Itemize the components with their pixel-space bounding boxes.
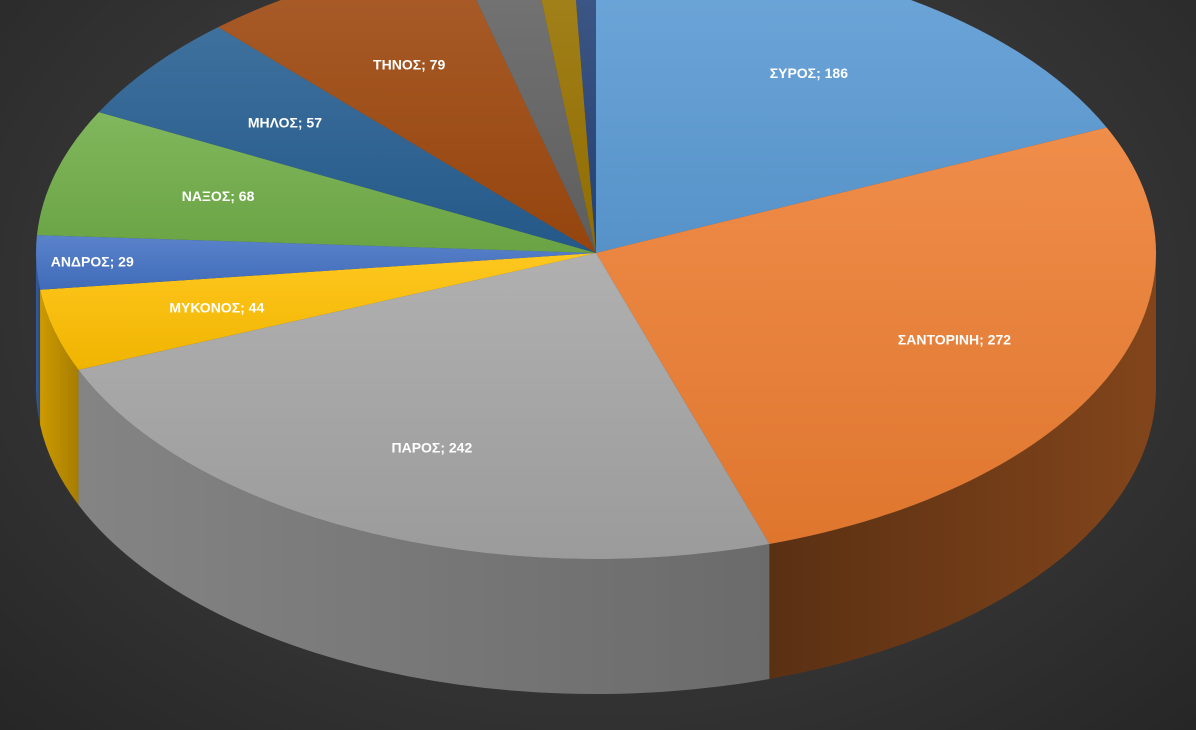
slice-συρος-label: ΣΥΡΟΣ; 186 — [770, 65, 848, 81]
pie-top — [35, 0, 1157, 559]
slice-σεριφος — [476, 0, 596, 253]
slice-μυκονος-label: ΜΥΚΟΝΟΣ; 44 — [169, 299, 264, 315]
slice-τηνος — [218, 0, 596, 253]
slice-σαντορινη — [596, 127, 1157, 544]
slice-παρος-label: ΠΑΡΟΣ; 242 — [391, 440, 472, 456]
slice-μηλος-label: ΜΗΛΟΣ; 57 — [248, 115, 322, 131]
slice-ανδρος — [35, 235, 596, 290]
slice-φολεγανδρος — [541, 0, 596, 253]
slice-παρος — [78, 253, 770, 559]
slice-μηλος — [98, 27, 597, 254]
slice-τηνος-label: ΤΗΝΟΣ; 79 — [373, 57, 445, 73]
slice-σαντορινη-label: ΣΑΝΤΟΡΙΝΗ; 272 — [898, 332, 1011, 348]
slice-ανδρος-label: ΑΝΔΡΟΣ; 29 — [51, 253, 134, 269]
slice-ναξος — [36, 112, 596, 254]
slice-ανδρος-side — [36, 253, 41, 425]
slice-ιος — [575, 0, 596, 253]
slice-μυκονος-side — [40, 289, 79, 505]
pie-labels: ΣΥΡΟΣ; 186 ΣΑΝΤΟΡΙΝΗ; 272 ΠΑΡΟΣ; 242 ΜΥΚΟΝΟ… — [51, 57, 1012, 456]
slice-παρος-side — [78, 369, 770, 694]
slice-συρος — [596, 0, 1107, 253]
pie-sides — [36, 253, 1156, 694]
slice-μυκονος — [40, 253, 597, 370]
slice-ναξος-label: ΝΑΞΟΣ; 68 — [182, 188, 255, 204]
slice-σαντορινη-side — [769, 253, 1156, 679]
